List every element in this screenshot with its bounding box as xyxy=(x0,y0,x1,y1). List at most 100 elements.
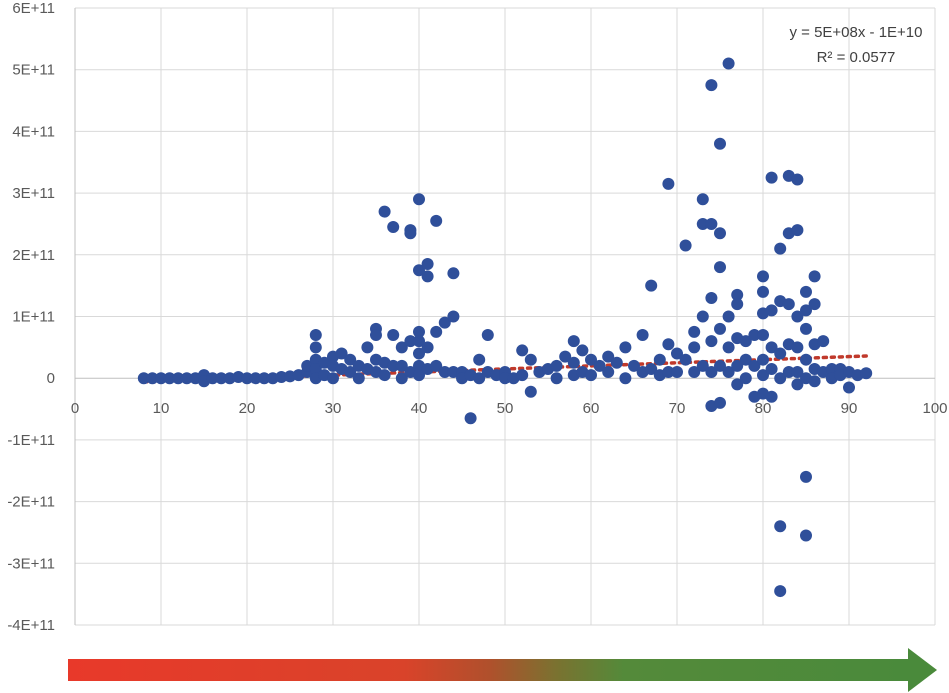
data-point xyxy=(344,353,357,366)
data-point xyxy=(387,221,400,234)
data-point xyxy=(516,344,529,357)
data-point xyxy=(550,359,563,372)
data-point xyxy=(473,372,486,385)
data-point xyxy=(241,372,253,385)
trendline-equation: y = 5E+08x - 1E+10 xyxy=(789,24,922,41)
y-tick-label: -4E+11 xyxy=(7,617,55,634)
data-point xyxy=(344,366,357,379)
data-point xyxy=(671,366,683,379)
x-tick-label: 60 xyxy=(583,400,600,417)
data-point xyxy=(155,372,167,385)
data-point xyxy=(387,329,400,342)
data-point xyxy=(714,322,726,335)
data-point xyxy=(774,520,787,533)
y-tick-label: 1E+11 xyxy=(12,309,55,326)
data-point xyxy=(765,362,778,375)
data-point xyxy=(791,378,804,391)
data-point xyxy=(731,288,744,301)
data-point xyxy=(430,359,443,372)
data-point xyxy=(757,270,769,283)
data-point xyxy=(335,347,348,360)
data-point xyxy=(137,372,150,385)
data-point xyxy=(404,227,417,240)
y-tick-label: 5E+11 xyxy=(12,62,55,79)
data-point xyxy=(404,335,417,348)
gradient-arrow xyxy=(68,648,937,692)
data-point xyxy=(705,79,718,92)
data-point xyxy=(413,335,425,348)
x-tick-label: 100 xyxy=(922,400,947,417)
y-tick-label: 3E+11 xyxy=(12,185,55,202)
data-point xyxy=(705,217,718,230)
gradient-arrow-head xyxy=(908,648,937,692)
data-point xyxy=(808,298,821,311)
y-tick-label: 0 xyxy=(47,370,55,387)
data-point xyxy=(438,316,451,329)
y-tick-label: 4E+11 xyxy=(12,123,55,140)
data-point xyxy=(774,372,787,385)
data-point xyxy=(378,369,391,382)
data-point xyxy=(748,359,761,372)
x-tick-label: 30 xyxy=(325,400,342,417)
data-point xyxy=(688,366,701,379)
gradient-arrow-bar xyxy=(68,659,910,681)
data-point xyxy=(146,372,159,385)
data-point xyxy=(481,329,494,342)
data-point xyxy=(215,372,228,385)
data-point xyxy=(567,335,580,348)
data-point xyxy=(800,285,812,298)
data-point xyxy=(421,341,434,354)
data-point xyxy=(430,325,443,338)
data-point xyxy=(714,359,726,372)
data-point xyxy=(705,291,718,304)
data-point xyxy=(843,381,855,394)
data-point xyxy=(567,356,580,369)
data-point xyxy=(662,177,675,190)
x-tick-label: 70 xyxy=(669,400,686,417)
data-point xyxy=(739,372,752,385)
data-point xyxy=(731,298,744,311)
data-point xyxy=(774,242,787,255)
data-point xyxy=(688,325,701,338)
data-point xyxy=(731,359,744,372)
data-point xyxy=(765,171,778,184)
data-point xyxy=(438,366,451,379)
data-point xyxy=(602,366,615,379)
y-tick-label: 2E+11 xyxy=(12,247,55,264)
data-point xyxy=(739,353,752,366)
data-point xyxy=(765,304,778,317)
data-point xyxy=(387,359,400,372)
data-point xyxy=(413,347,425,360)
x-tick-label: 50 xyxy=(497,400,514,417)
data-point xyxy=(327,372,339,385)
data-point xyxy=(516,369,529,382)
data-point xyxy=(249,372,262,385)
data-point xyxy=(361,341,374,354)
data-point xyxy=(180,372,193,385)
data-point xyxy=(860,367,873,380)
data-point xyxy=(817,335,830,348)
data-point xyxy=(800,322,812,335)
data-point xyxy=(722,341,735,354)
data-point xyxy=(714,137,726,150)
data-point xyxy=(714,396,726,409)
data-point xyxy=(757,285,769,298)
data-point xyxy=(748,329,761,342)
data-point xyxy=(473,353,486,366)
data-point xyxy=(757,369,769,382)
x-tick-label: 10 xyxy=(153,400,170,417)
data-point xyxy=(628,359,640,372)
data-point xyxy=(808,375,821,388)
data-point xyxy=(791,366,804,379)
trendline-r2: R² = 0.0577 xyxy=(817,49,896,66)
data-point xyxy=(370,329,382,342)
data-point xyxy=(757,353,769,366)
x-tick-label: 0 xyxy=(71,400,79,417)
data-point xyxy=(395,341,408,354)
data-point xyxy=(602,350,615,363)
data-point xyxy=(662,338,675,351)
data-point xyxy=(593,359,606,372)
data-point xyxy=(413,264,425,277)
data-point xyxy=(791,173,804,186)
